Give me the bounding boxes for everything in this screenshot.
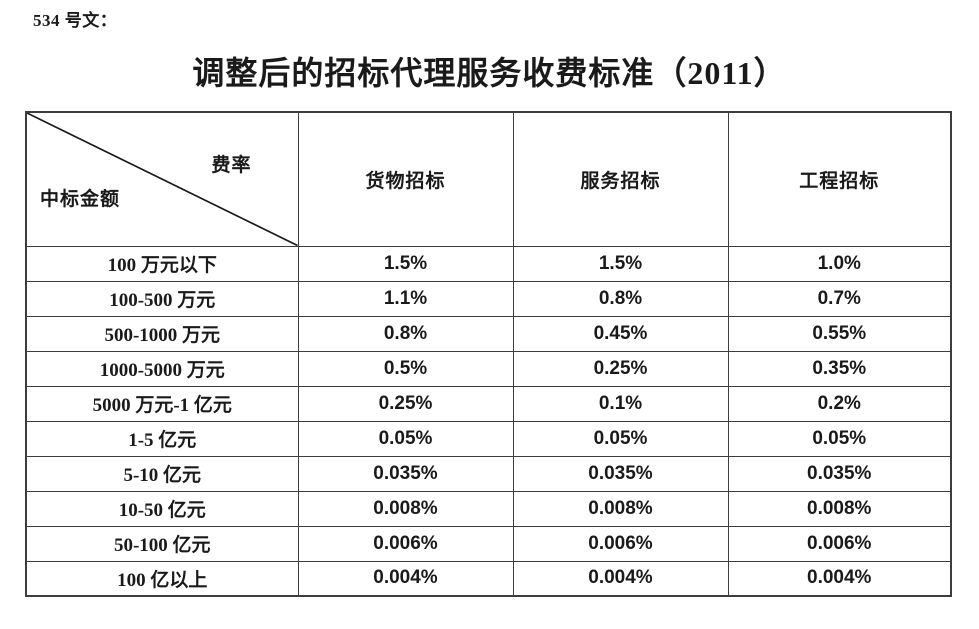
- table-row: 100 亿以上 0.004% 0.004% 0.004%: [25, 560, 952, 597]
- fee-cell-goods: 0.035%: [297, 455, 514, 492]
- fee-cell-goods: 0.004%: [297, 560, 514, 597]
- fee-table: 费率 中标金额 货物招标 服务招标 工程招标 100 万元以下 1.5% 1.5…: [25, 111, 952, 597]
- table-corner-cell: 费率 中标金额: [25, 111, 299, 247]
- fee-cell-service: 0.008%: [512, 490, 729, 527]
- diagonal-divider-line: [27, 113, 297, 245]
- fee-cell-goods: 1.5%: [297, 245, 514, 282]
- fee-cell-engineering: 0.55%: [727, 315, 952, 352]
- row-label: 500-1000 万元: [25, 315, 299, 352]
- fee-cell-service: 1.5%: [512, 245, 729, 282]
- fee-cell-service: 0.45%: [512, 315, 729, 352]
- table-row: 500-1000 万元 0.8% 0.45% 0.55%: [25, 315, 952, 352]
- fee-cell-service: 0.035%: [512, 455, 729, 492]
- fee-cell-engineering: 0.7%: [727, 280, 952, 317]
- doc-number-label: 534 号文：: [33, 11, 118, 30]
- fee-cell-goods: 0.05%: [297, 420, 514, 457]
- table-header-row: 费率 中标金额 货物招标 服务招标 工程招标: [25, 111, 952, 247]
- table-row: 5-10 亿元 0.035% 0.035% 0.035%: [25, 455, 952, 492]
- corner-label-bid-amount: 中标金额: [40, 189, 121, 210]
- row-label: 100 亿以上: [25, 560, 299, 597]
- fee-cell-engineering: 0.004%: [727, 560, 952, 597]
- fee-cell-engineering: 0.006%: [727, 525, 952, 562]
- row-label: 5000 万元-1 亿元: [25, 385, 299, 422]
- table-row: 50-100 亿元 0.006% 0.006% 0.006%: [25, 525, 952, 562]
- table-row: 100-500 万元 1.1% 0.8% 0.7%: [25, 280, 952, 317]
- table-row: 1-5 亿元 0.05% 0.05% 0.05%: [25, 420, 952, 457]
- fee-cell-goods: 0.006%: [297, 525, 514, 562]
- table-row: 100 万元以下 1.5% 1.5% 1.0%: [25, 245, 952, 282]
- fee-cell-goods: 0.8%: [297, 315, 514, 352]
- fee-cell-goods: 0.5%: [297, 350, 514, 387]
- fee-cell-service: 0.8%: [512, 280, 729, 317]
- fee-cell-goods: 1.1%: [297, 280, 514, 317]
- row-label: 1000-5000 万元: [25, 350, 299, 387]
- row-label: 1-5 亿元: [25, 420, 299, 457]
- corner-label-fee-rate: 费率: [211, 155, 252, 176]
- table-row: 1000-5000 万元 0.5% 0.25% 0.35%: [25, 350, 952, 387]
- fee-cell-engineering: 0.2%: [727, 385, 952, 422]
- fee-cell-engineering: 0.35%: [727, 350, 952, 387]
- column-header-service: 服务招标: [512, 111, 729, 247]
- fee-cell-service: 0.25%: [512, 350, 729, 387]
- row-label: 50-100 亿元: [25, 525, 299, 562]
- fee-cell-service: 0.05%: [512, 420, 729, 457]
- fee-cell-engineering: 0.05%: [727, 420, 952, 457]
- row-label: 10-50 亿元: [25, 490, 299, 527]
- row-label: 100-500 万元: [25, 280, 299, 317]
- fee-cell-engineering: 0.008%: [727, 490, 952, 527]
- fee-cell-engineering: 0.035%: [727, 455, 952, 492]
- fee-cell-goods: 0.25%: [297, 385, 514, 422]
- row-label: 100 万元以下: [25, 245, 299, 282]
- column-header-engineering: 工程招标: [727, 111, 952, 247]
- fee-cell-service: 0.006%: [512, 525, 729, 562]
- fee-cell-goods: 0.008%: [297, 490, 514, 527]
- row-label: 5-10 亿元: [25, 455, 299, 492]
- fee-cell-engineering: 1.0%: [727, 245, 952, 282]
- fee-cell-service: 0.004%: [512, 560, 729, 597]
- page-title: 调整后的招标代理服务收费标准（2011）: [192, 55, 787, 91]
- column-header-goods: 货物招标: [297, 111, 514, 247]
- table-row: 10-50 亿元 0.008% 0.008% 0.008%: [25, 490, 952, 527]
- fee-cell-service: 0.1%: [512, 385, 729, 422]
- table-row: 5000 万元-1 亿元 0.25% 0.1% 0.2%: [25, 385, 952, 422]
